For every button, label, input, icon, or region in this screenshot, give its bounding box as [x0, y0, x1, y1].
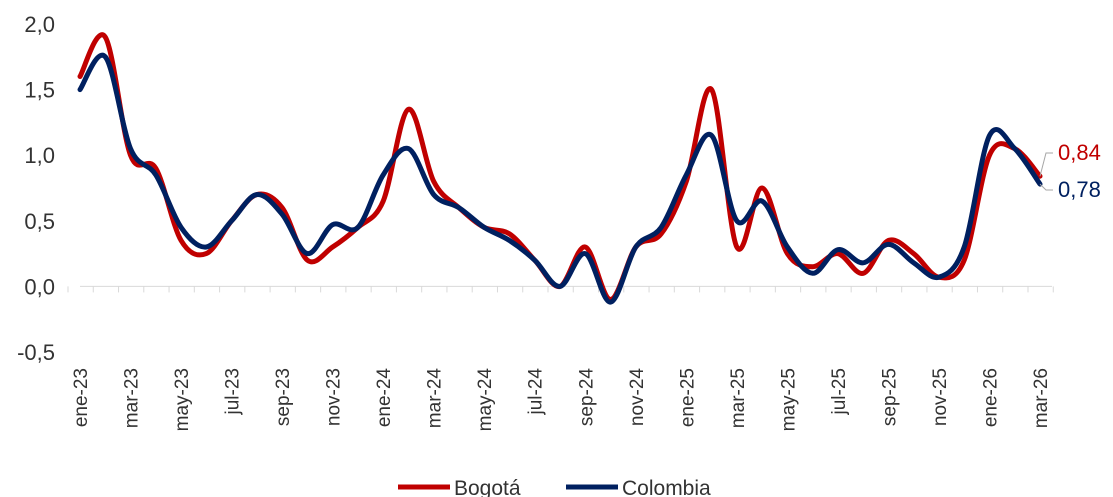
end-label-leader	[1039, 183, 1053, 191]
x-tick-label: ene-24	[374, 368, 395, 428]
x-tick-label: may-23	[172, 368, 193, 431]
x-tick-label: ene-26	[980, 368, 1001, 427]
x-tick-label: may-25	[778, 368, 799, 431]
y-tick-label: 1,0	[24, 143, 55, 168]
y-tick-label: 0,5	[24, 209, 55, 234]
end-label-leader	[1039, 152, 1053, 177]
legend-label: Bogotá	[454, 477, 521, 497]
x-tick-label: ene-25	[677, 368, 698, 427]
x-tick-label: mar-26	[1031, 368, 1052, 428]
x-tick-label: ene-23	[71, 368, 92, 427]
series-line-colombia	[77, 52, 1043, 305]
x-tick-label: sep-23	[273, 368, 294, 426]
y-tick-label: 2,0	[24, 12, 55, 37]
x-tick-label: mar-24	[425, 368, 446, 429]
x-tick-label: sep-25	[879, 368, 900, 426]
y-axis-ticks: 2,0 1,5 1,0 0,5 0,0 -0,5	[17, 12, 55, 365]
x-tick-label: mar-23	[122, 368, 143, 428]
x-tick-label: nov-24	[627, 368, 648, 427]
legend: Bogotá Colombia	[398, 477, 711, 497]
series-layer	[77, 32, 1043, 305]
y-tick-label: 0,0	[24, 274, 55, 299]
x-tick-label: nov-23	[324, 368, 345, 426]
series-line-bogot-	[77, 32, 1043, 302]
x-tick-label: nov-25	[930, 368, 951, 426]
y-tick-label: -0,5	[17, 340, 55, 365]
end-labels: 0,84 0,78	[1039, 140, 1101, 202]
x-tick-label: jul-25	[829, 368, 850, 415]
x-tick-label: jul-24	[526, 368, 547, 416]
x-tick-label: sep-24	[576, 368, 597, 427]
x-tick-label: mar-25	[728, 368, 749, 428]
y-tick-label: 1,5	[24, 78, 55, 103]
x-axis: ene-23 mar-23 may-23 jul-23 sep-23 nov-23 ene-…	[67, 285, 1054, 432]
end-label-colombia: 0,78	[1058, 177, 1101, 202]
legend-label: Colombia	[622, 477, 711, 497]
end-label-bogot-: 0,84	[1058, 140, 1101, 165]
x-tick-label: jul-23	[223, 368, 244, 415]
x-tick-label: may-24	[475, 368, 496, 432]
